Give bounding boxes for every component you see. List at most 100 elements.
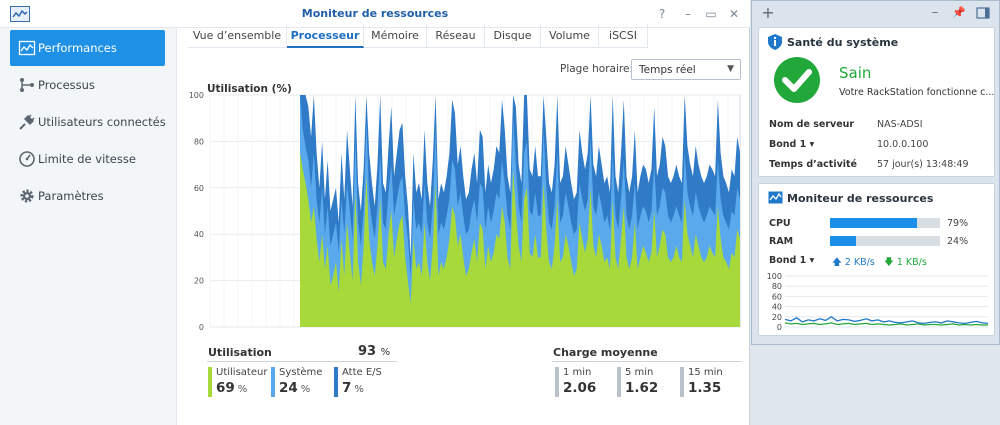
utilisation-title: Utilisation — [208, 346, 272, 359]
plug-icon — [18, 113, 36, 131]
y-tick-label: 0 — [199, 323, 204, 332]
cpu-area-series — [300, 153, 740, 327]
resource-monitor-card: Moniteur de ressources CPU 79% RAM 24% B… — [758, 183, 995, 336]
time-range-select[interactable]: Temps réel ▼ — [631, 59, 741, 80]
arrow-down-icon: 🡇 — [884, 257, 894, 268]
sidebar-item-label: Processus — [38, 78, 95, 92]
performance-chart-icon — [18, 39, 36, 57]
minimize-icon[interactable]: – — [931, 5, 939, 20]
load-label: 5 min — [625, 367, 654, 378]
stat-value: 69% — [216, 380, 247, 396]
load-value: 1.62 — [625, 380, 659, 396]
stat-color-bar — [208, 367, 212, 397]
uptime-value: 57 jour(s) 13:48:49 — [877, 159, 969, 170]
health-message: Votre RackStation fonctionne c... — [839, 87, 995, 98]
sidebar-item-limite-de-vitesse[interactable]: Limite de vitesse — [10, 141, 165, 177]
dock-right-icon[interactable] — [976, 6, 990, 20]
cpu-percent: 79% — [947, 218, 969, 229]
divider — [552, 361, 742, 362]
time-range-label: Plage horaire: — [560, 63, 633, 75]
sidebar-item-parametres[interactable]: Paramètres — [10, 178, 165, 214]
y-tick-label: 100 — [189, 91, 204, 100]
server-name-label: Nom de serveur — [769, 119, 855, 130]
y-tick-label: 60 — [194, 184, 204, 193]
info-icon — [768, 34, 782, 53]
cpu-label: CPU — [769, 218, 791, 229]
check-circle-icon — [773, 56, 821, 107]
load-average-title: Charge moyenne — [553, 346, 658, 359]
stat-color-bar — [334, 367, 338, 397]
title-bar[interactable]: Moniteur de ressources ? – ▭ ✕ — [0, 0, 750, 28]
stat-label: Utilisateur — [216, 367, 268, 378]
stat-value-number: 69 — [216, 380, 235, 396]
net-download-value: 1 KB/s — [896, 257, 927, 268]
utilisation-total-unit: % — [380, 347, 391, 358]
ram-usage-fill — [830, 236, 857, 246]
speedometer-icon — [18, 150, 36, 168]
resource-monitor-app-icon — [10, 6, 30, 22]
divider — [207, 361, 397, 362]
y-tick-label: 80 — [772, 282, 782, 291]
load-color-bar — [617, 367, 621, 397]
uptime-label: Temps d’activité — [769, 159, 858, 170]
stat-label: Atte E/S — [342, 367, 382, 378]
load-label: 1 min — [563, 367, 592, 378]
tab-disque[interactable]: Disque — [485, 24, 541, 48]
load-value: 1.35 — [688, 380, 722, 396]
cpu-series-line — [784, 316, 989, 325]
ram-usage-bar — [830, 236, 940, 246]
load-color-bar — [555, 367, 559, 397]
tab-processeur[interactable]: Processeur — [287, 24, 364, 48]
sidebar-item-performances[interactable]: Performances — [10, 30, 165, 66]
net-series-line — [784, 322, 988, 326]
add-widget-icon[interactable]: + — [761, 3, 775, 22]
widget-panel: + – 📌 Santé du système Sain Votre RackSt… — [751, 0, 1000, 345]
net-upload: 🡅 2 KB/s — [832, 255, 875, 271]
cpu-usage-chart-svg: 0 20 40 60 80 100 — [189, 91, 741, 332]
stat-value-number: 7 — [342, 380, 352, 396]
chart-title: Utilisation (%) — [207, 83, 292, 95]
load-value: 2.06 — [563, 380, 597, 396]
sidebar-item-processus[interactable]: Processus — [10, 67, 165, 103]
close-icon[interactable]: ✕ — [728, 7, 740, 21]
cpu-usage-fill — [830, 218, 917, 228]
tab-vue-ensemble[interactable]: Vue d’ensemble — [188, 24, 287, 48]
stat-value: 24% — [279, 380, 310, 396]
utilisation-total: 93 % — [358, 344, 390, 359]
resource-monitor-window: Moniteur de ressources ? – ▭ ✕ Performan… — [0, 0, 750, 425]
y-tick-label: 60 — [772, 292, 782, 301]
tab-reseau[interactable]: Réseau — [427, 24, 485, 48]
y-tick-label: 20 — [772, 313, 782, 322]
process-branch-icon — [18, 76, 36, 94]
bond-selector[interactable]: Bond 1 ▾ — [769, 139, 815, 150]
maximize-icon[interactable]: ▭ — [705, 7, 717, 21]
y-tick-label: 0 — [777, 323, 782, 332]
system-health-title: Santé du système — [787, 36, 899, 49]
load-label: 15 min — [688, 367, 723, 378]
server-name-value: NAS-ADSI — [877, 119, 923, 130]
stat-label: Système — [279, 367, 323, 378]
stat-value: 7% — [342, 380, 364, 396]
pin-icon[interactable]: 📌 — [952, 6, 966, 19]
tab-memoire[interactable]: Mémoire — [364, 24, 427, 48]
stat-value-unit: % — [300, 384, 311, 395]
stat-value-unit: % — [354, 384, 364, 395]
gear-icon — [18, 187, 36, 205]
sidebar-item-utilisateurs-connectes[interactable]: Utilisateurs connectés — [10, 104, 166, 140]
y-tick-label: 20 — [194, 277, 204, 286]
minimize-icon[interactable]: – — [685, 7, 691, 21]
cpu-usage-chart: 0 20 40 60 80 100 — [185, 90, 745, 335]
tab-volume[interactable]: Volume — [541, 24, 599, 48]
stat-value-number: 24 — [279, 380, 298, 396]
ram-label: RAM — [769, 236, 794, 247]
health-status: Sain — [839, 64, 872, 82]
help-icon[interactable]: ? — [658, 7, 666, 21]
sidebar-item-label: Limite de vitesse — [38, 152, 136, 166]
y-tick-label: 40 — [194, 230, 204, 239]
tab-iscsi[interactable]: iSCSI — [599, 24, 648, 48]
sidebar: Performances Processus Utilisateurs conn… — [0, 28, 177, 425]
resource-monitor-icon — [768, 191, 783, 207]
load-color-bar — [680, 367, 684, 397]
net-bond-selector[interactable]: Bond 1 ▾ — [769, 255, 815, 266]
cpu-usage-bar — [830, 218, 940, 228]
